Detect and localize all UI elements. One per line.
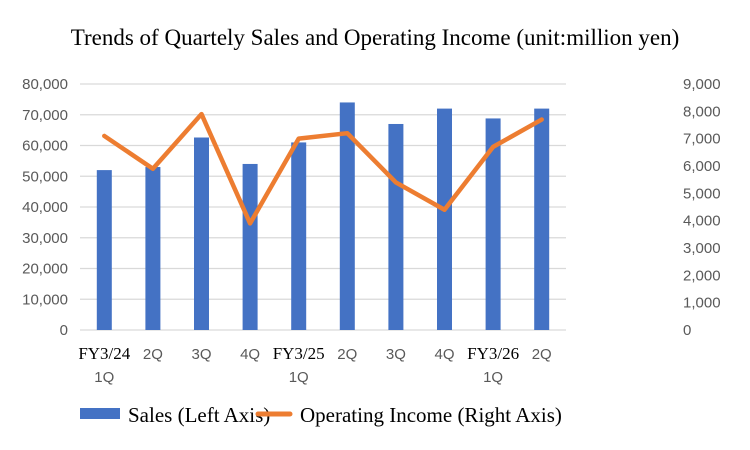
sales-bars	[96, 102, 550, 330]
x-tick-label: 2Q	[337, 346, 357, 363]
right-tick-label: 4,000	[683, 213, 721, 230]
left-tick-label: 10,000	[22, 291, 68, 308]
right-tick-label: 6,000	[683, 158, 721, 175]
left-tick-label: 40,000	[22, 199, 68, 216]
sales-bar	[145, 167, 161, 330]
legend: Sales (Left Axis) Operating Income (Righ…	[80, 403, 562, 427]
x-tick-label: 3Q	[386, 346, 406, 363]
legend-sales-label: Sales (Left Axis)	[128, 403, 270, 427]
sales-bar	[388, 123, 404, 330]
x-tick-label: 4Q	[434, 346, 454, 363]
left-tick-label: 70,000	[22, 107, 68, 124]
x-tick-label: 2Q	[532, 346, 552, 363]
sales-bar	[339, 102, 355, 330]
x-tick-label: FY3/26	[467, 344, 519, 363]
left-tick-label: 60,000	[22, 138, 68, 155]
sales-bar	[194, 137, 209, 330]
sales-bar	[242, 163, 258, 330]
left-tick-label: 80,000	[22, 76, 68, 93]
left-tick-label: 20,000	[22, 261, 68, 278]
x-tick-sublabel: 1Q	[94, 369, 114, 386]
legend-sales-swatch	[80, 408, 120, 419]
sales-bar	[485, 118, 501, 330]
sales-bar	[291, 142, 307, 330]
x-tick-sublabel: 1Q	[289, 369, 309, 386]
right-tick-label: 7,000	[683, 131, 721, 148]
sales-bar	[437, 108, 452, 330]
left-tick-label: 50,000	[22, 168, 68, 185]
legend-operating-income-label: Operating Income (Right Axis)	[300, 403, 562, 427]
right-tick-label: 2,000	[683, 267, 721, 284]
chart-title: Trends of Quartely Sales and Operating I…	[71, 25, 680, 50]
left-axis: 0 10,000 20,000 30,000 40,000 50,000 60,000 70,…	[22, 76, 68, 339]
x-tick-label: FY3/25	[273, 344, 325, 363]
sales-bar	[96, 170, 112, 330]
right-tick-label: 9,000	[683, 76, 721, 93]
x-tick-label: 4Q	[240, 346, 260, 363]
x-tick-label: FY3/24	[78, 344, 130, 363]
operating-income-line	[102, 111, 544, 226]
x-axis: FY3/24 1Q 2Q 3Q 4Q FY3/25 1Q 2Q 3Q 4Q FY3/26 1Q 2Q	[78, 344, 551, 386]
gridlines	[80, 83, 566, 331]
x-tick-sublabel: 1Q	[483, 369, 503, 386]
x-tick-label: 3Q	[191, 346, 211, 363]
right-tick-label: 8,000	[683, 103, 721, 120]
right-tick-label: 0	[683, 322, 691, 339]
x-tick-label: 2Q	[143, 346, 163, 363]
left-tick-label: 0	[60, 322, 68, 339]
operating-income-line-path	[102, 111, 544, 226]
left-tick-label: 30,000	[22, 230, 68, 247]
right-tick-label: 3,000	[683, 240, 721, 257]
sales-bar	[534, 108, 550, 330]
right-axis: 0 1,000 2,000 3,000 4,000 5,000 6,000 7,000 8,00…	[683, 76, 721, 339]
right-tick-label: 5,000	[683, 185, 721, 202]
right-tick-label: 1,000	[683, 295, 721, 312]
